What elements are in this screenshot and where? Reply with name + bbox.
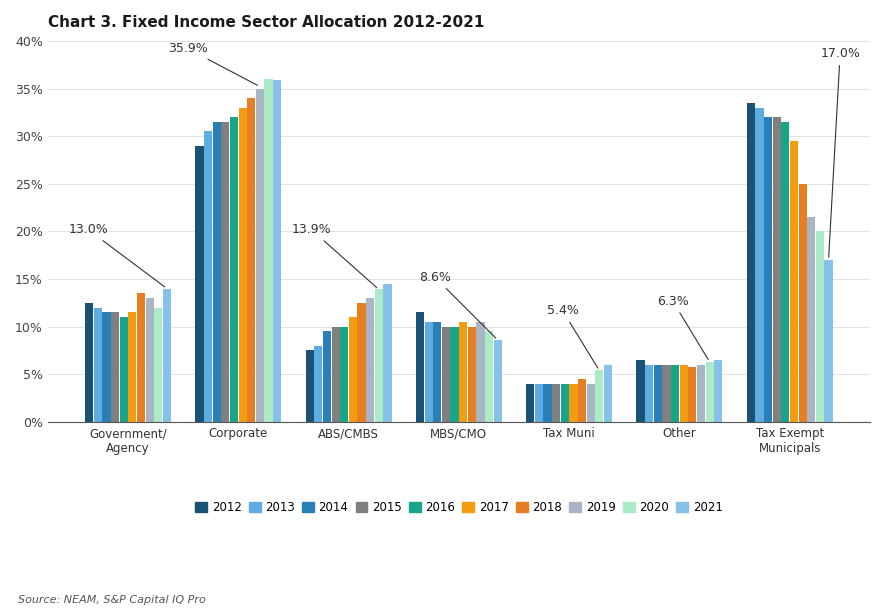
Bar — [604, 365, 612, 422]
Bar — [596, 370, 604, 422]
Text: Chart 3. Fixed Income Sector Allocation 2012-2021: Chart 3. Fixed Income Sector Allocation … — [48, 15, 484, 30]
Bar — [543, 384, 551, 422]
Bar — [578, 379, 586, 422]
Bar — [154, 307, 162, 422]
Bar — [230, 117, 238, 422]
Bar — [680, 365, 688, 422]
Text: Source: NEAM, S&P Capital IQ Pro: Source: NEAM, S&P Capital IQ Pro — [18, 595, 205, 605]
Bar — [85, 303, 93, 422]
Bar — [773, 117, 781, 422]
Text: 13.9%: 13.9% — [291, 223, 377, 288]
Bar — [527, 384, 535, 422]
Bar — [196, 145, 204, 422]
Bar — [494, 340, 502, 422]
Bar — [366, 298, 374, 422]
Bar — [442, 327, 450, 422]
Bar — [265, 79, 273, 422]
Bar — [314, 346, 322, 422]
Bar — [807, 217, 815, 422]
Bar — [416, 312, 424, 422]
Bar — [561, 384, 569, 422]
Bar — [689, 367, 696, 422]
Bar — [119, 317, 127, 422]
Text: 35.9%: 35.9% — [168, 42, 258, 86]
Text: 5.4%: 5.4% — [547, 304, 598, 368]
Bar — [273, 80, 281, 422]
Bar — [332, 327, 340, 422]
Bar — [587, 384, 595, 422]
Bar — [535, 384, 543, 422]
Legend: 2012, 2013, 2014, 2015, 2016, 2017, 2018, 2019, 2020, 2021: 2012, 2013, 2014, 2015, 2016, 2017, 2018… — [190, 496, 727, 519]
Bar — [425, 322, 433, 422]
Bar — [128, 312, 136, 422]
Bar — [383, 284, 391, 422]
Bar — [747, 103, 755, 422]
Bar — [816, 232, 824, 422]
Text: 13.0%: 13.0% — [68, 223, 165, 287]
Bar — [790, 141, 798, 422]
Bar — [433, 322, 442, 422]
Bar — [552, 384, 560, 422]
Text: 8.6%: 8.6% — [419, 271, 496, 338]
Bar — [450, 327, 458, 422]
Bar — [323, 331, 331, 422]
Text: 6.3%: 6.3% — [657, 295, 708, 359]
Bar — [256, 89, 264, 422]
Bar — [340, 327, 349, 422]
Bar — [755, 108, 764, 422]
Bar — [671, 365, 679, 422]
Bar — [459, 322, 467, 422]
Bar — [239, 108, 247, 422]
Bar — [781, 122, 789, 422]
Bar — [798, 184, 807, 422]
Bar — [305, 351, 314, 422]
Bar — [204, 131, 212, 422]
Bar — [221, 122, 229, 422]
Text: 17.0%: 17.0% — [820, 47, 860, 257]
Bar — [714, 360, 722, 422]
Bar — [247, 98, 256, 422]
Bar — [662, 365, 671, 422]
Bar — [145, 298, 154, 422]
Bar — [349, 317, 357, 422]
Bar — [645, 365, 653, 422]
Bar — [485, 331, 493, 422]
Bar — [212, 122, 221, 422]
Bar — [94, 307, 102, 422]
Bar — [569, 384, 578, 422]
Bar — [374, 290, 383, 422]
Bar — [654, 365, 662, 422]
Bar — [476, 322, 485, 422]
Bar — [696, 365, 705, 422]
Bar — [137, 293, 145, 422]
Bar — [163, 288, 171, 422]
Bar — [705, 362, 713, 422]
Bar — [111, 312, 119, 422]
Bar — [103, 312, 111, 422]
Bar — [358, 303, 366, 422]
Bar — [467, 327, 476, 422]
Bar — [764, 117, 773, 422]
Bar — [636, 360, 644, 422]
Bar — [825, 260, 833, 422]
